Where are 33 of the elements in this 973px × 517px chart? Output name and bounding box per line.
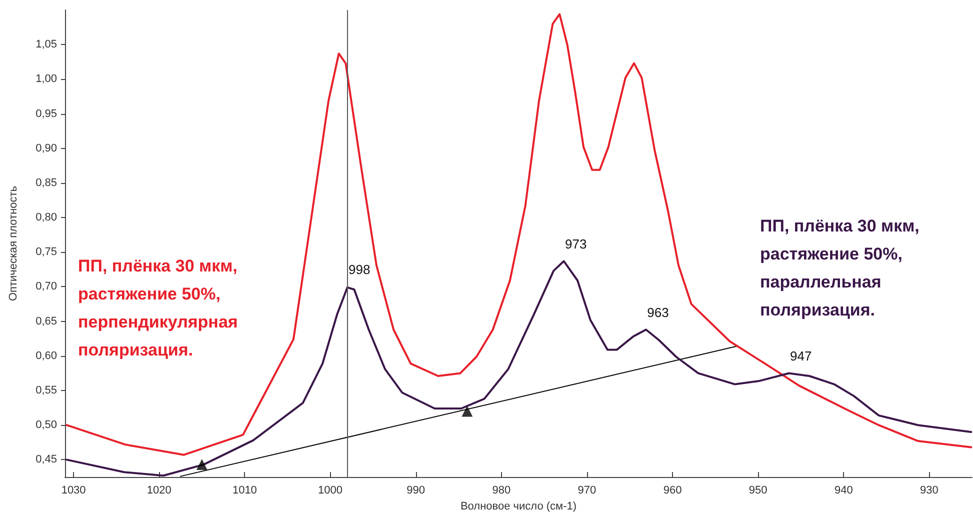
x-tick-label: 940 bbox=[834, 484, 853, 496]
y-tick-label: 0,60 bbox=[36, 350, 57, 362]
y-tick-label: 0,65 bbox=[36, 315, 57, 328]
text: ПП, плёнка 30 мкм, растяжение 50%, перпендикулярная поляризация. bbox=[78, 256, 238, 360]
x-tick-label: 1030 bbox=[61, 484, 86, 496]
line-series bbox=[66, 13, 972, 456]
text: ПП, плёнка 30 мкм, растяжение 50%, параллельная поляризация. bbox=[760, 216, 920, 320]
y-tick-label: 0,80 bbox=[36, 212, 57, 224]
y-tick-label: 0,90 bbox=[36, 142, 57, 154]
x-tick-label: 980 bbox=[492, 484, 511, 496]
annotation: 963 bbox=[647, 305, 669, 320]
y-tick-label: 0,50 bbox=[36, 419, 57, 432]
x-tick-label: 1010 bbox=[232, 484, 257, 496]
y-tick-label: 0,85 bbox=[36, 176, 57, 189]
x-tick-label: 1020 bbox=[146, 484, 172, 496]
x-tick-label: 960 bbox=[663, 484, 682, 496]
y-tick-label: 0,55 bbox=[36, 384, 57, 397]
y-axis-title: Оптическая плотность bbox=[8, 186, 20, 302]
y-tick-label: 1,00 bbox=[36, 73, 57, 86]
annotation: 998 bbox=[348, 262, 370, 278]
y-tick-label: 0,95 bbox=[36, 108, 57, 120]
y-tick-label: 1,05 bbox=[36, 38, 57, 51]
x-tick-label: 1000 bbox=[318, 484, 342, 496]
y-tick-label: 0,45 bbox=[36, 454, 57, 466]
x-tick-label: 970 bbox=[578, 484, 596, 496]
y-tick-label: 0,75 bbox=[36, 246, 57, 258]
x-tick-label: 990 bbox=[406, 484, 425, 496]
annotation: 973 bbox=[565, 236, 587, 252]
y-tick-label: 0,70 bbox=[36, 280, 57, 293]
x-axis-title: Волновое число (см-1) bbox=[460, 500, 577, 512]
x-tick-label: 930 bbox=[920, 484, 938, 496]
x-tick-label: 950 bbox=[748, 484, 768, 496]
annotation: 947 bbox=[790, 348, 812, 364]
